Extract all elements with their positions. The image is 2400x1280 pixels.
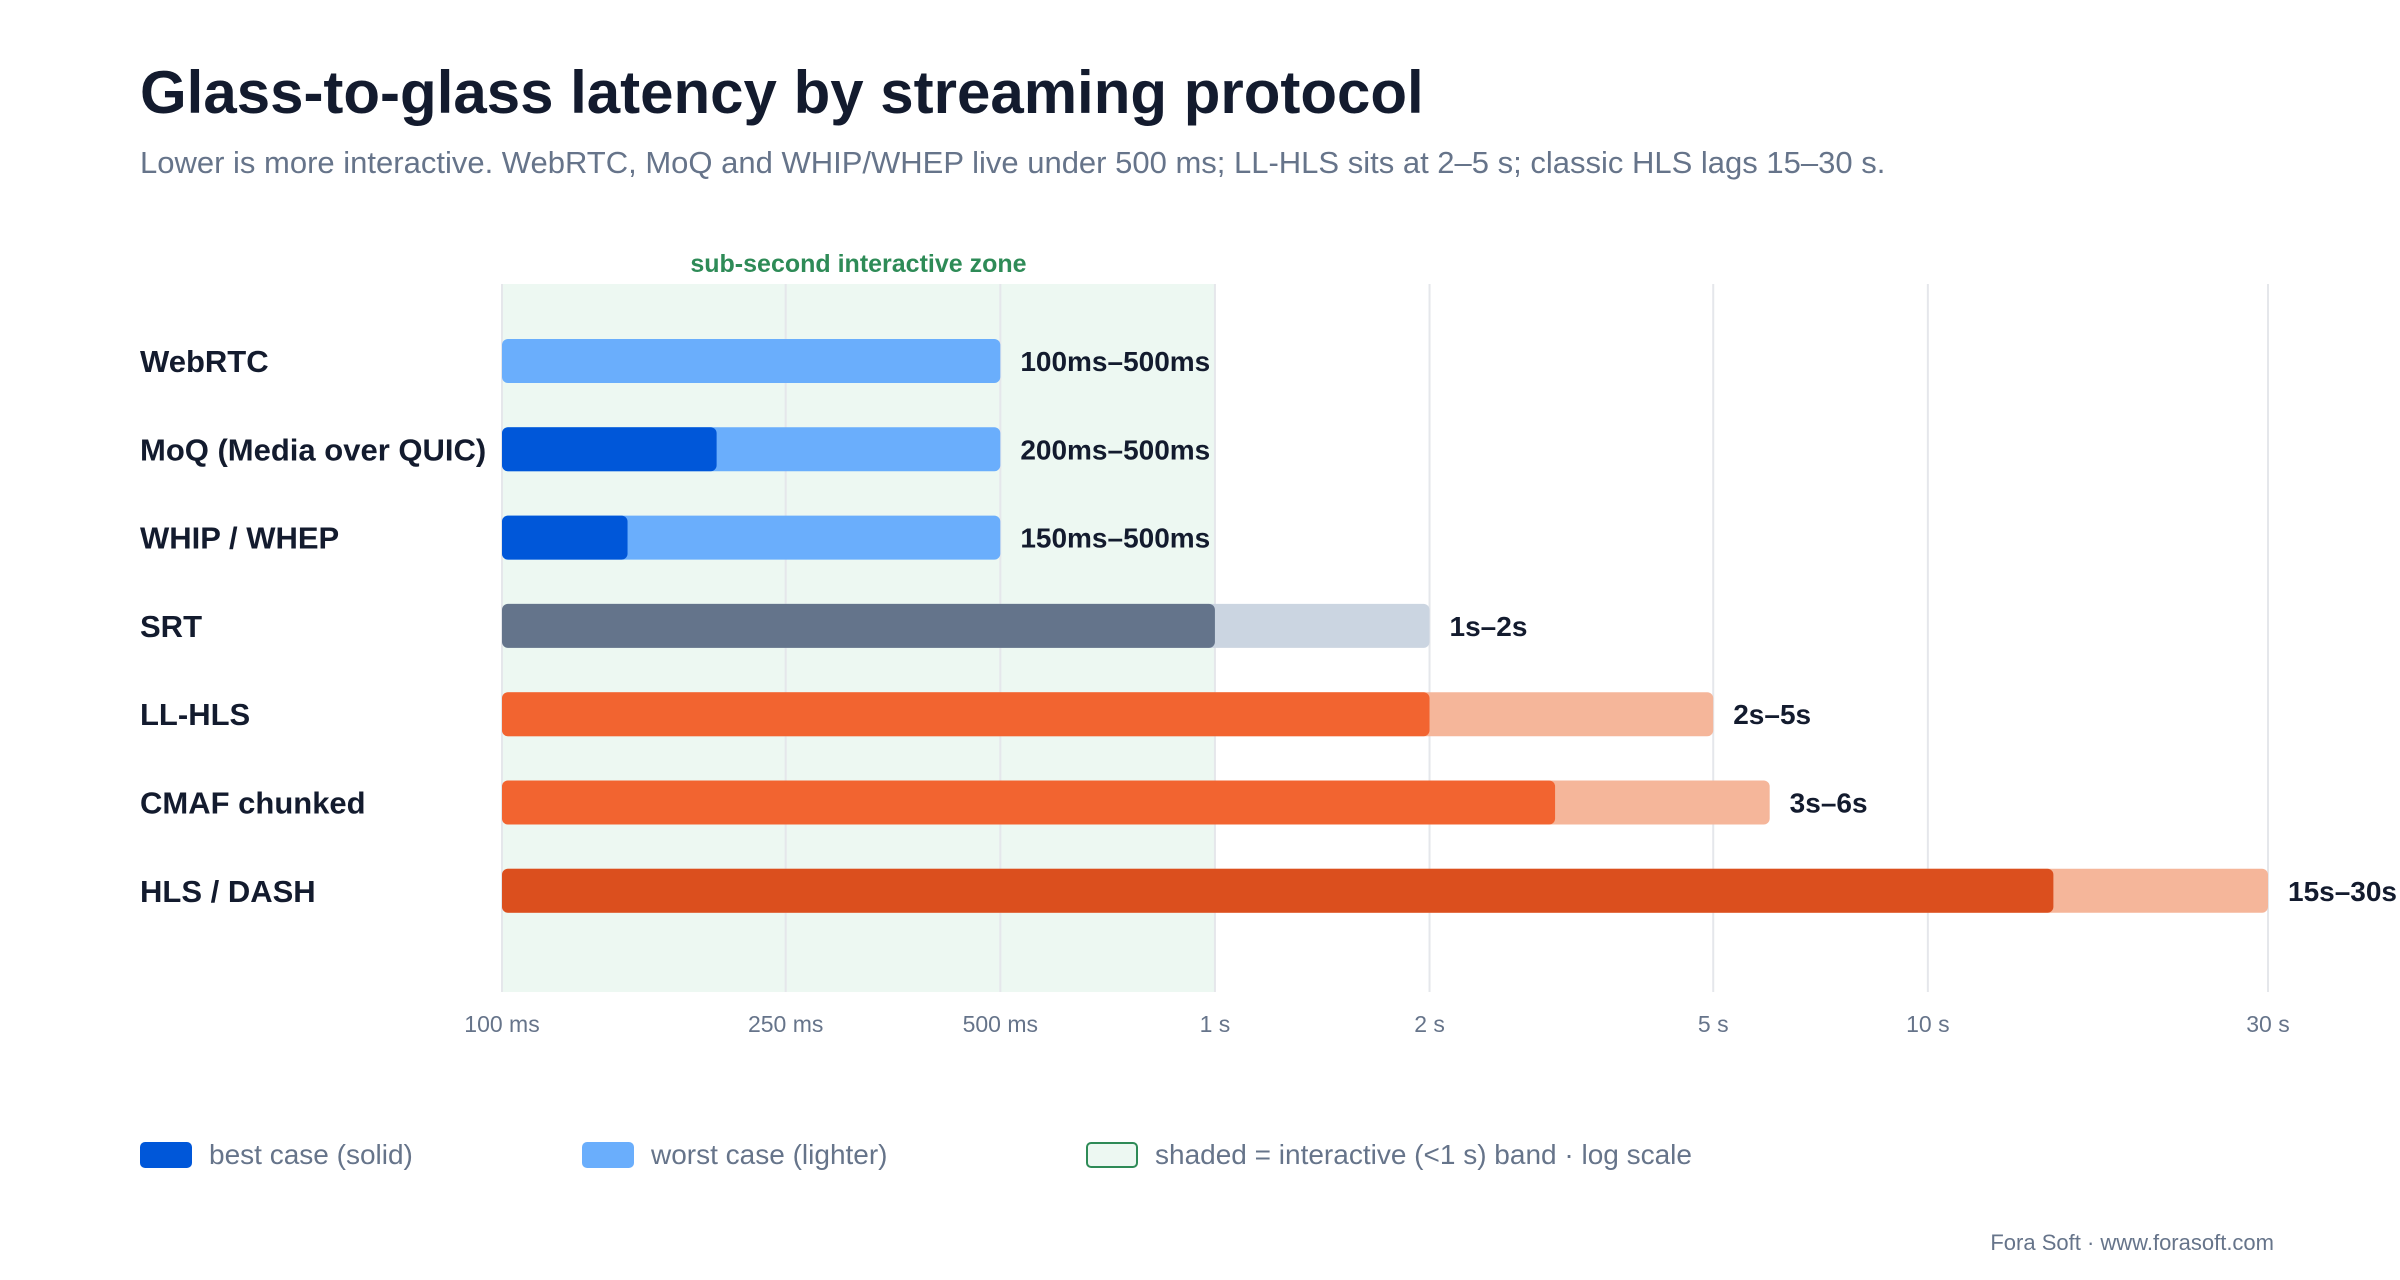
category-label: MoQ (Media over QUIC) — [140, 432, 486, 467]
value-label: 1s–2s — [1450, 611, 1528, 642]
tick-label: 500 ms — [963, 1011, 1038, 1037]
tick-label: 1 s — [1200, 1011, 1231, 1037]
tick-label: 2 s — [1414, 1011, 1445, 1037]
value-label: 3s–6s — [1790, 788, 1868, 819]
legend-item-worst: worst case (lighter) — [582, 1139, 888, 1170]
value-label: 200ms–500ms — [1020, 434, 1210, 465]
value-label: 100ms–500ms — [1020, 346, 1210, 377]
category-label: CMAF chunked — [140, 786, 366, 821]
category-label: LL-HLS — [140, 697, 250, 732]
category-label: HLS / DASH — [140, 874, 316, 909]
footer-credit: Fora Soft · www.forasoft.com — [1990, 1230, 2274, 1255]
band-annotation: sub-second interactive zone — [690, 250, 1026, 278]
tick-label: 10 s — [1906, 1011, 1949, 1037]
tick-label: 30 s — [2246, 1011, 2289, 1037]
legend-label-band: shaded = interactive (<1 s) band · log s… — [1155, 1139, 1692, 1170]
legend-swatch-worst — [582, 1142, 634, 1168]
category-label: WHIP / WHEP — [140, 521, 339, 556]
chart-title: Glass-to-glass latency by streaming prot… — [140, 59, 1424, 126]
value-label: 2s–5s — [1733, 699, 1811, 730]
value-label: 15s–30s — [2288, 876, 2397, 907]
value-label: 150ms–500ms — [1020, 523, 1210, 554]
legend-item-band: shaded = interactive (<1 s) band · log s… — [1086, 1139, 1692, 1170]
bar-best — [502, 868, 2054, 913]
category-label: WebRTC — [140, 344, 269, 379]
legend-swatch-best — [140, 1142, 192, 1168]
bar-best — [502, 603, 1215, 648]
tick-label: 5 s — [1698, 1011, 1729, 1037]
bar-best — [502, 515, 628, 560]
latency-chart: sub-second interactive zone WebRTC 100ms–5… — [140, 250, 2397, 1037]
legend-label-worst: worst case (lighter) — [651, 1139, 888, 1170]
tick-label: 100 ms — [464, 1011, 539, 1037]
bar-best — [502, 692, 1430, 737]
chart-subtitle: Lower is more interactive. WebRTC, MoQ a… — [140, 145, 1886, 180]
bar-best — [502, 427, 717, 472]
bar-worst — [502, 339, 1001, 383]
legend-item-best: best case (solid) — [140, 1139, 413, 1170]
legend-label-best: best case (solid) — [209, 1139, 413, 1170]
tick-label: 250 ms — [748, 1011, 823, 1037]
category-label: SRT — [140, 609, 202, 644]
legend-swatch-band — [1086, 1142, 1138, 1168]
bar-best — [502, 780, 1556, 825]
